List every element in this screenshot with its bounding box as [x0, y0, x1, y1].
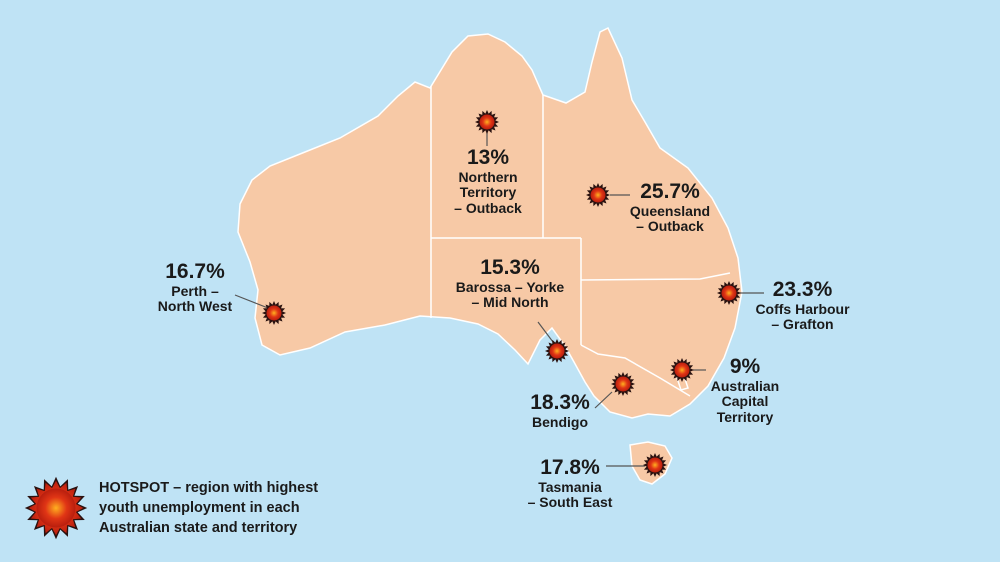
label-wa: 16.7% Perth – North West — [140, 260, 250, 315]
percent-wa: 16.7% — [165, 260, 225, 283]
hotspot-marker-nsw — [717, 281, 741, 305]
hotspot-marker-tas — [643, 453, 667, 477]
label-sa: 15.3% Barossa – Yorke – Mid North — [440, 256, 580, 311]
label-nsw: 23.3% Coffs Harbour – Grafton — [745, 278, 860, 333]
percent-act: 9% — [729, 355, 761, 378]
hotspot-markers — [262, 110, 741, 477]
name-tas: Tasmania – South East — [527, 478, 613, 511]
hotspot-starburst-icon — [24, 476, 88, 540]
name-qld: Queensland – Outback — [629, 202, 711, 235]
label-vic: 18.3% Bendigo — [515, 391, 605, 430]
label-qld: 25.7% Queensland – Outback — [620, 180, 720, 235]
hotspot-marker-sa — [545, 339, 569, 363]
hotspot-marker-qld — [586, 183, 610, 207]
percent-vic: 18.3% — [530, 391, 590, 414]
percent-qld: 25.7% — [640, 180, 700, 203]
hotspot-marker-act — [670, 358, 694, 382]
name-nsw: Coffs Harbour – Grafton — [755, 300, 850, 333]
percent-nsw: 23.3% — [772, 278, 833, 301]
hotspot-marker-nt — [475, 110, 499, 134]
name-wa: Perth – North West — [157, 282, 233, 315]
name-vic: Bendigo — [532, 413, 588, 430]
name-sa: Barossa – Yorke – Mid North — [455, 278, 565, 311]
hotspot-marker-vic — [611, 372, 635, 396]
mainland-australia — [237, 26, 743, 419]
percent-sa: 15.3% — [480, 256, 540, 279]
name-act: Australian Capital Territory — [710, 377, 780, 425]
percent-tas: 17.8% — [540, 456, 600, 479]
label-tas: 17.8% Tasmania – South East — [515, 456, 625, 511]
label-act: 9% Australian Capital Territory — [700, 355, 790, 426]
percent-nt: 13% — [466, 146, 510, 169]
legend-text: HOTSPOT – region with highest youth unem… — [99, 480, 319, 536]
hotspot-marker-wa — [262, 301, 286, 325]
label-nt: 13% Northern Territory – Outback — [433, 146, 543, 217]
name-nt: Northern Territory – Outback — [454, 168, 522, 216]
